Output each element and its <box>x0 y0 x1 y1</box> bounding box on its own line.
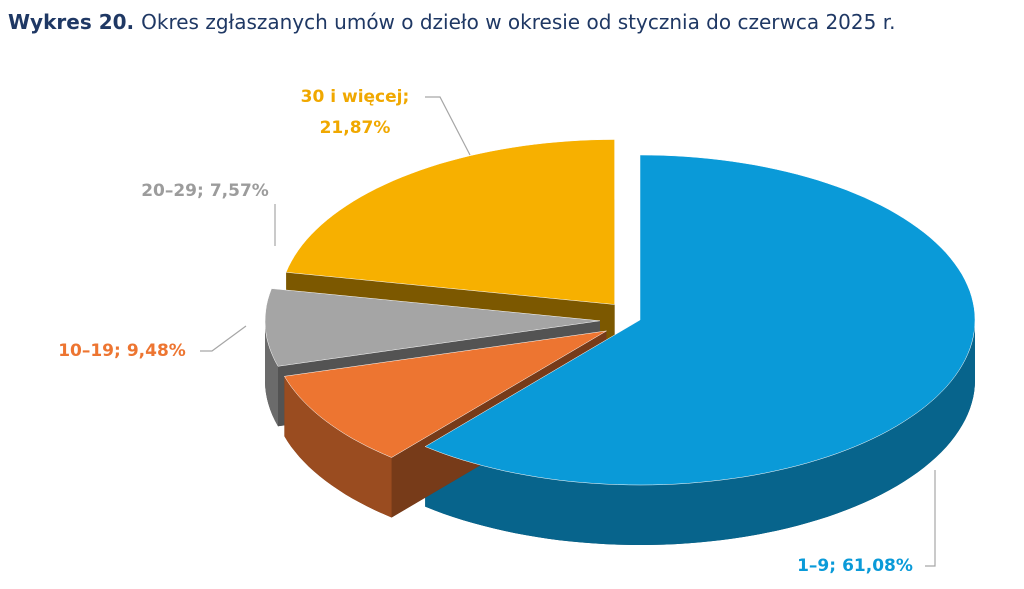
leader-line <box>925 470 936 567</box>
data-label: 1–9; 61,08% <box>797 556 913 576</box>
data-label: 20–29; 7,57% <box>141 181 269 201</box>
leader-line <box>200 325 247 352</box>
label-value: 21,87% <box>320 118 391 138</box>
label-category: 20–29 <box>141 181 197 201</box>
slice-side <box>265 320 278 427</box>
slice-side <box>425 320 975 545</box>
label-separator: ; <box>829 556 836 576</box>
labels: 1–9; 61,08% 10–19; 9,48% 20–29; 7,57% 30 i wię… <box>58 87 936 576</box>
pie <box>264 139 976 545</box>
label-separator: ; <box>197 181 204 201</box>
label-category: 30 i więcej <box>301 87 403 107</box>
leader-line <box>425 96 471 156</box>
label-value: 61,08% <box>842 556 913 576</box>
label-separator: ; <box>403 87 410 107</box>
slice-side <box>284 376 392 518</box>
label-category: 10–19 <box>58 341 114 361</box>
slice <box>424 154 976 486</box>
label-value: 7,57% <box>210 181 269 201</box>
slice <box>285 139 615 305</box>
label-value: 9,48% <box>127 341 186 361</box>
data-label: 30 i więcej; 21,87% <box>301 87 410 138</box>
slice <box>264 288 601 367</box>
label-separator: ; <box>114 341 121 361</box>
data-label: 10–19; 9,48% <box>58 341 186 361</box>
title-label: Wykres 20. <box>8 10 134 34</box>
title-text: Okres zgłaszanych umów o dzieło w okresi… <box>141 10 895 34</box>
slice <box>283 330 607 458</box>
label-category: 1–9 <box>797 556 829 576</box>
chart-title: Wykres 20. Okres zgłaszanych umów o dzieł… <box>8 10 895 34</box>
